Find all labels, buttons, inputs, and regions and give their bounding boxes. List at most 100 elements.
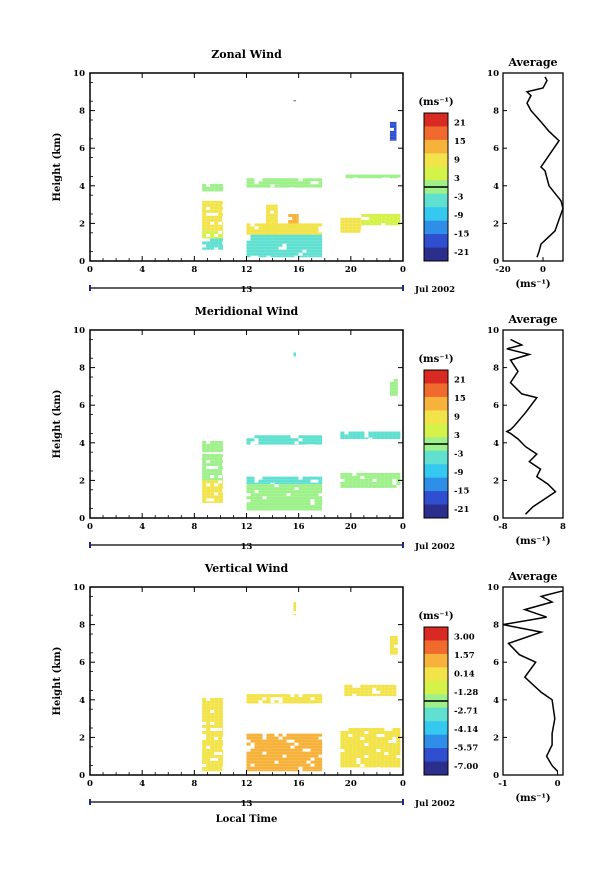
heatmap-cell — [251, 229, 255, 232]
heatmap-cell — [275, 477, 279, 480]
heatmap-cell — [222, 213, 223, 216]
heatmap-cell — [259, 493, 263, 496]
heatmap-cell — [210, 480, 214, 483]
heatmap-cell — [218, 457, 222, 460]
heatmap-cell — [202, 225, 206, 228]
heatmap-cell — [307, 700, 311, 703]
heatmap-cell — [206, 492, 210, 495]
heatmap-cell — [352, 737, 356, 740]
y-tick-label: 8 — [79, 107, 85, 117]
heatmap-cell — [368, 755, 372, 758]
heatmap-cell — [356, 688, 360, 691]
heatmap-cell — [303, 697, 307, 700]
heatmap-cell — [319, 178, 323, 181]
heatmap-cell — [267, 223, 271, 226]
heatmap-cell — [255, 184, 259, 187]
average-title: Average — [507, 570, 557, 583]
heatmap-cell — [392, 688, 396, 691]
heatmap-cell — [293, 353, 296, 356]
heatmap-cell — [214, 228, 218, 231]
heatmap-cell — [210, 767, 214, 770]
heatmap-cell — [222, 501, 223, 503]
heatmap-cell — [291, 743, 295, 746]
heatmap-cell — [255, 752, 259, 755]
heatmap-cell — [315, 770, 319, 772]
heatmap-cell — [271, 235, 275, 238]
heatmap-cell — [388, 761, 392, 764]
heatmap-cell — [319, 746, 323, 749]
heatmap-cell — [283, 490, 287, 493]
heatmap-cell — [218, 444, 222, 447]
heatmap-cell — [210, 737, 214, 740]
heatmap-cell — [389, 223, 393, 225]
heatmap-cell — [390, 654, 394, 655]
heatmap-cell — [360, 482, 364, 485]
heatmap-cell — [251, 247, 255, 250]
heatmap-cell — [251, 499, 255, 502]
heatmap-cell — [263, 746, 267, 749]
heatmap-cell — [271, 241, 275, 244]
heatmap-cell — [348, 758, 352, 761]
heatmap-cell — [214, 441, 218, 444]
heatmap-cell — [293, 356, 296, 357]
heatmap-cell — [311, 229, 315, 232]
heatmap-cell — [247, 737, 251, 740]
heatmap-cell — [352, 731, 356, 734]
heatmap-cell — [247, 697, 251, 700]
heatmap-cell — [267, 253, 271, 256]
heatmap-cell — [206, 457, 210, 460]
heatmap-cell — [279, 244, 283, 247]
heatmap-cell — [270, 208, 274, 211]
heatmap-cell — [372, 435, 376, 438]
heatmap-cell — [299, 734, 303, 737]
heatmap-cell — [364, 764, 368, 767]
heatmap-cell — [214, 447, 218, 450]
heatmap-cell — [303, 232, 307, 234]
heatmap-cell — [287, 737, 291, 740]
heatmap-cell — [247, 502, 251, 505]
heatmap-cell — [344, 218, 348, 221]
heatmap-cell — [303, 740, 307, 743]
heatmap-cell — [398, 175, 401, 178]
heatmap-cell — [263, 761, 267, 764]
heatmap-cell — [287, 490, 291, 493]
y-axis-label: Height (km) — [52, 647, 63, 716]
x-axis-label: Local Time — [216, 814, 278, 825]
heatmap-cell — [368, 746, 372, 749]
heatmap-cell — [292, 217, 296, 220]
average-y-tick-label: 8 — [493, 107, 499, 117]
heatmap-cell — [283, 480, 287, 483]
heatmap-cell — [222, 740, 223, 743]
heatmap-cell — [372, 740, 376, 743]
heatmap-cell — [255, 229, 259, 232]
colorbar-segment — [424, 721, 448, 735]
heatmap-cell — [275, 441, 279, 444]
heatmap-cell — [388, 758, 392, 761]
heatmap-cell — [287, 770, 291, 772]
heatmap-cell — [279, 752, 283, 755]
heatmap-cell — [396, 752, 400, 755]
heatmap-cell — [311, 740, 315, 743]
colorbar-tick-label: -9 — [454, 211, 464, 221]
heatmap-cell — [319, 223, 323, 226]
heatmap-cell — [287, 181, 291, 184]
heatmap-cell — [352, 438, 356, 440]
heatmap-cell — [259, 499, 263, 502]
average-y-tick-label: 10 — [487, 69, 499, 79]
heatmap-cell — [360, 691, 364, 694]
heatmap-cell — [202, 704, 206, 707]
heatmap-cell — [267, 752, 271, 755]
panel-title: Zonal Wind — [211, 48, 282, 61]
heatmap-cell — [364, 691, 368, 694]
heatmap-cell — [360, 685, 364, 688]
heatmap-cell — [271, 740, 275, 743]
heatmap-cell — [311, 441, 315, 444]
heatmap-cell — [384, 482, 388, 485]
heatmap-cell — [206, 755, 210, 758]
heatmap-cell — [396, 731, 400, 734]
heatmap-cell — [360, 761, 364, 764]
heatmap-cell — [368, 479, 372, 482]
heatmap-cell — [303, 244, 307, 247]
heatmap-cell — [283, 223, 287, 226]
heatmap-cell — [222, 755, 223, 758]
